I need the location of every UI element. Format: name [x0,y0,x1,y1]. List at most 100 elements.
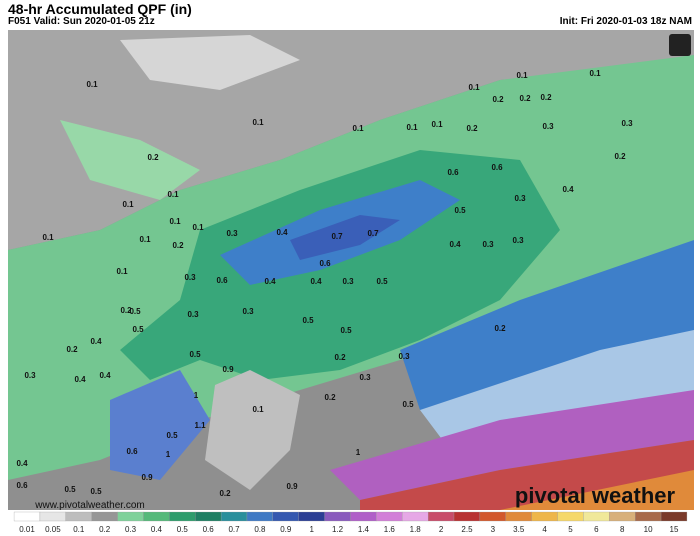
qpf-label: 0.4 [276,228,288,237]
qpf-label: 0.2 [334,353,346,362]
legend-label: 0.1 [73,525,85,534]
legend-label: 0.2 [99,525,111,534]
legend: 0.01 0.05 0.1 0.2 0.3 0.4 0.5 0.6 0.7 0.8 0.9 1 1.2 1… [13,511,688,534]
qpf-label: 0.4 [90,337,102,346]
qpf-label: 0.3 [621,119,633,128]
qpf-label: 0.9 [141,473,153,482]
legend-swatch [39,511,66,522]
qpf-label: 0.2 [120,306,132,315]
qpf-label: 0.3 [514,194,526,203]
share-button[interactable] [669,34,691,56]
legend-swatch [169,511,196,522]
legend-swatch [13,511,41,522]
qpf-label: 0.2 [540,93,552,102]
legend-swatch [376,511,403,522]
legend-swatch [195,511,222,522]
qpf-label: 1 [166,450,171,459]
legend-swatch [91,511,118,522]
qpf-label: 0.4 [74,375,86,384]
qpf-label: 0.4 [99,371,111,380]
legend-label: 3 [491,525,496,534]
legend-swatch [453,511,481,522]
legend-label: 0.6 [203,525,215,534]
qpf-label: 0.3 [359,373,371,382]
qpf-label: 0.6 [216,276,228,285]
qpf-label: 0.1 [468,83,480,92]
qpf-label: 1.1 [194,421,206,430]
qpf-label: 0.3 [242,307,254,316]
legend-label: 8 [620,525,625,534]
url: www.pivotalweather.com [34,500,145,511]
qpf-label: 0.2 [519,94,531,103]
title: 48-hr Accumulated QPF (in) [8,1,192,17]
qpf-label: 0.3 [184,273,196,282]
qpf-label: 0.2 [494,324,506,333]
qpf-label: 0.3 [24,371,36,380]
legend-swatch [298,511,325,522]
legend-swatch [117,511,144,522]
qpf-label: 0.6 [491,163,503,172]
qpf-label: 0.3 [342,277,354,286]
qpf-label: 0.6 [447,168,459,177]
qpf-label: 0.1 [516,71,528,80]
legend-label: 0.5 [177,525,189,534]
legend-swatch [583,511,610,522]
legend-label: 0.4 [151,525,163,534]
qpf-label: 0.5 [189,350,201,359]
qpf-label: 0.9 [222,365,234,374]
qpf-label: 0.5 [129,307,141,316]
legend-swatch [505,511,532,522]
qpf-label: 0.4 [562,185,574,194]
legend-swatch [660,511,688,522]
qpf-label: 0.5 [166,431,178,440]
qpf-label: 0.4 [16,459,28,468]
map-background [8,30,694,510]
qpf-label: 0.1 [122,200,134,209]
qpf-label: 0.6 [319,259,331,268]
legend-swatch [427,511,455,522]
legend-label: 5 [568,525,573,534]
watermark: pivotal weather [515,483,676,508]
qpf-label: 0.3 [187,310,199,319]
legend-label: 1.2 [332,525,344,534]
qpf-label: 0.1 [169,217,181,226]
legend-label: 6 [594,525,599,534]
legend-swatch [65,511,92,522]
qpf-label: 0.1 [406,123,418,132]
legend-swatch [635,511,662,522]
legend-swatch [402,511,429,522]
legend-label: 0.01 [19,525,35,534]
map-labels: 0.1 0.1 0.2 0.1 0.1 0.1 0.1 0.2 0.1 0.1 0.1 0.3 0.4 0… [16,69,633,498]
legend-label: 0.05 [45,525,61,534]
legend-label: 1.8 [410,525,422,534]
qpf-label: 0.2 [614,152,626,161]
header: 48-hr Accumulated QPF (in) F051 Valid: S… [0,0,700,30]
legend-swatch [531,511,558,522]
init-time: Init: Fri 2020-01-03 18z NAM [559,16,692,27]
qpf-label: 0.5 [132,325,144,334]
qpf-label: 0.1 [352,124,364,133]
qpf-label: 0.2 [147,153,159,162]
qpf-label: 0.5 [64,485,76,494]
legend-label: 4 [542,525,547,534]
qpf-label: 0.2 [219,489,231,498]
qpf-label: 0.3 [226,229,238,238]
qpf-label: 0.5 [454,206,466,215]
qpf-label: 0.3 [482,240,494,249]
qpf-label: 0.1 [139,235,151,244]
qpf-label: 0.1 [167,190,179,199]
legend-swatch [143,511,170,522]
legend-label: 0.3 [125,525,137,534]
legend-swatch [324,511,351,522]
qpf-label: 0.3 [512,236,524,245]
qpf-label: 0.5 [340,326,352,335]
valid-time: F051 Valid: Sun 2020-01-05 21z [8,16,155,27]
qpf-label: 0.4 [310,277,322,286]
qpf-label: 0.2 [324,393,336,402]
qpf-label: 0.5 [90,487,102,496]
qpf-label: 0.1 [42,233,54,242]
legend-label: 2.5 [461,525,473,534]
qpf-label: 0.1 [589,69,601,78]
